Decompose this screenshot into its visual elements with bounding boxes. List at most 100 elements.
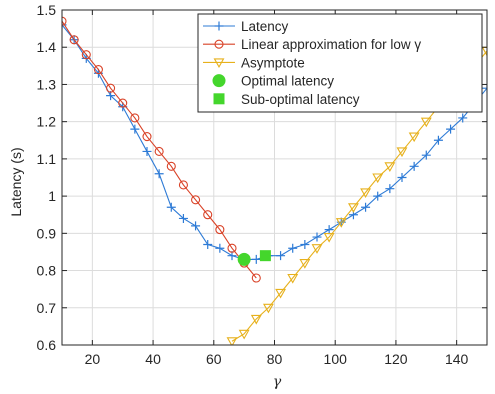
data-point	[154, 169, 164, 179]
linear-approx-series-line	[62, 20, 257, 279]
y-tick-label: 1.4	[37, 39, 57, 55]
data-point	[300, 240, 310, 249]
y-tick-label: 0.6	[37, 337, 57, 353]
legend-suboptimal: Sub-optimal latency	[213, 92, 360, 107]
data-point	[323, 233, 335, 243]
legend-box	[197, 13, 483, 113]
data-point	[251, 254, 261, 264]
legend-marker	[212, 74, 226, 88]
y-tick-label: 1.3	[37, 76, 57, 92]
data-point	[288, 243, 298, 253]
data-point	[130, 124, 140, 134]
x-tick-label: 100	[324, 351, 348, 367]
data-point	[191, 221, 201, 231]
x-tick-label: 20	[85, 351, 101, 367]
data-point	[446, 124, 456, 134]
data-point	[251, 273, 261, 283]
data-point	[203, 210, 213, 220]
data-point	[203, 240, 213, 249]
legend-asymptote: Asymptote	[203, 55, 305, 70]
data-point	[482, 83, 487, 93]
data-point	[396, 147, 408, 158]
legend-marker	[214, 39, 224, 49]
x-tick-label: 80	[267, 351, 283, 367]
y-tick-label: 1.5	[37, 2, 57, 18]
optimal-latency-point	[237, 252, 251, 266]
data-point	[299, 259, 311, 269]
data-point	[360, 188, 372, 199]
data-point	[276, 251, 286, 261]
legend-label: Linear approximation for low γ	[241, 37, 421, 52]
data-point	[311, 244, 323, 254]
data-point	[409, 161, 419, 171]
y-tick-label: 1.1	[37, 151, 57, 167]
suboptimal-latency-point	[259, 250, 271, 262]
data-point	[335, 218, 347, 228]
data-point	[166, 161, 176, 171]
data-point	[178, 180, 188, 190]
legend-linear-approx: Linear approximation for low γ	[203, 37, 421, 52]
data-point	[93, 65, 103, 75]
data-point	[408, 132, 420, 143]
x-tick-label: 140	[445, 351, 469, 367]
y-axis-label: Latency (s)	[8, 147, 24, 216]
legend-latency: Latency	[203, 19, 289, 34]
data-point	[385, 184, 395, 194]
tick-labels: 20 40 60 80 100 120 140 0.6 0.7 0.8 0.9 1 1.1 1.2 1.3 1…	[37, 2, 469, 367]
data-point	[347, 203, 359, 213]
legend: Latency Linear approximation for low γ Asy…	[197, 13, 483, 113]
data-point	[106, 83, 116, 93]
latency-series-line	[62, 24, 487, 260]
data-point	[142, 146, 152, 156]
linear-approx-series	[62, 16, 261, 283]
data-point	[312, 232, 322, 242]
data-point	[262, 303, 274, 314]
data-point	[433, 135, 443, 145]
x-axis-label: γ	[273, 374, 282, 390]
data-point	[69, 35, 79, 45]
y-tick-label: 0.9	[37, 225, 57, 241]
data-point	[361, 202, 371, 212]
legend-marker	[213, 93, 225, 105]
x-tick-label: 40	[145, 351, 161, 367]
data-point	[397, 173, 407, 182]
y-tick-label: 1	[48, 188, 56, 204]
data-point	[287, 273, 299, 284]
legend-marker	[213, 58, 225, 69]
legend-label: Sub-optimal latency	[241, 92, 360, 107]
data-point	[142, 132, 152, 142]
data-point	[191, 195, 201, 205]
data-point	[226, 337, 238, 345]
y-tick-label: 0.7	[37, 300, 57, 316]
legend-label: Asymptote	[241, 55, 305, 70]
data-point	[384, 162, 396, 172]
data-point	[81, 50, 91, 60]
legend-label: Latency	[241, 19, 289, 34]
x-tick-label: 60	[206, 351, 222, 367]
data-point	[420, 117, 432, 128]
data-point	[372, 173, 384, 184]
data-point	[130, 113, 140, 123]
legend-marker	[214, 21, 224, 31]
data-point	[481, 46, 487, 57]
data-point	[178, 213, 188, 223]
data-point	[324, 225, 334, 235]
data-point	[62, 16, 67, 26]
data-point	[154, 146, 164, 156]
x-tick-label: 120	[384, 351, 408, 367]
y-tick-label: 0.8	[37, 263, 57, 279]
data-point	[215, 243, 225, 253]
data-point	[215, 225, 225, 235]
data-point	[421, 150, 431, 160]
y-tick-label: 1.2	[37, 114, 57, 130]
data-point	[238, 329, 250, 340]
plot-area	[62, 16, 487, 345]
data-point	[250, 314, 262, 325]
data-point	[373, 191, 383, 201]
legend-label: Optimal latency	[241, 74, 334, 89]
legend-optimal: Optimal latency	[212, 74, 334, 89]
data-point	[458, 113, 468, 123]
data-point	[166, 202, 176, 212]
data-point	[275, 288, 287, 299]
